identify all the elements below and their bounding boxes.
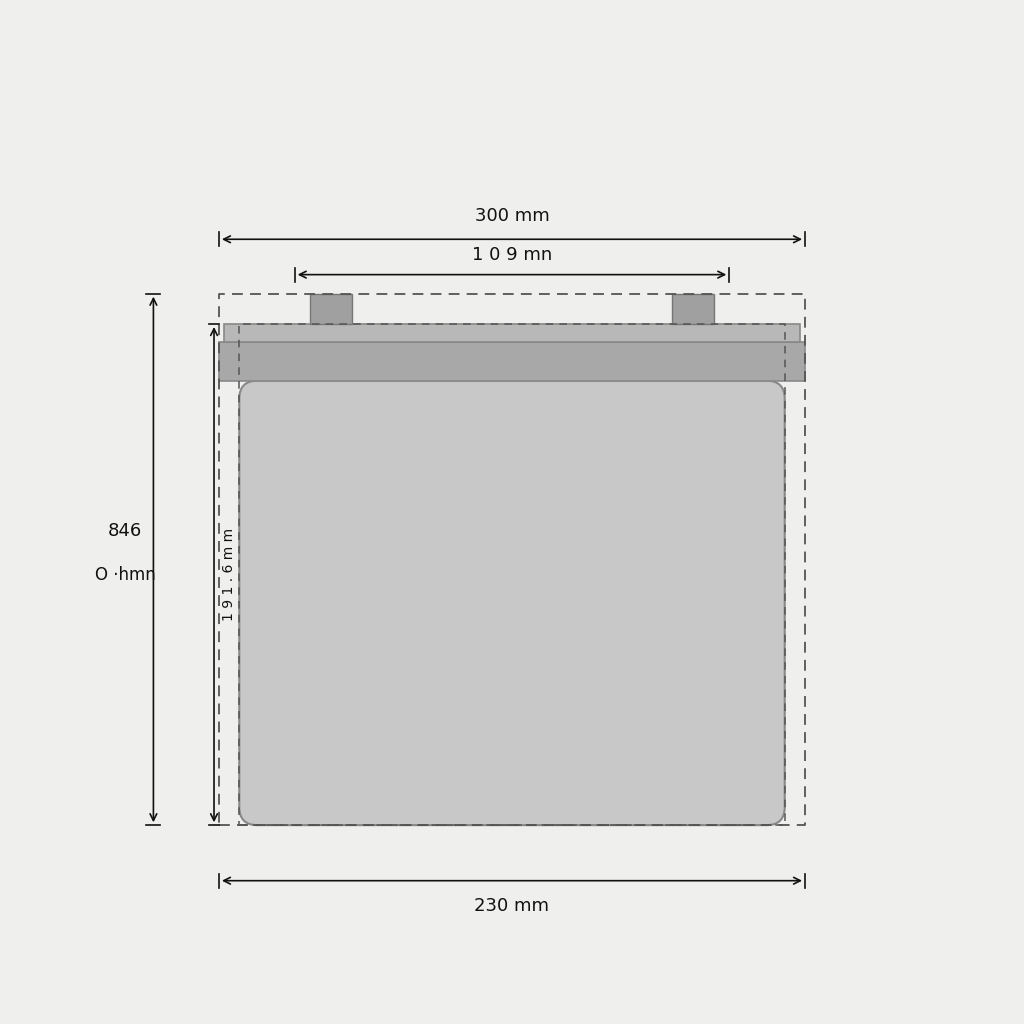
FancyBboxPatch shape	[240, 381, 784, 825]
Text: 230 mm: 230 mm	[474, 897, 550, 914]
Text: O ·hmn: O ·hmn	[95, 565, 156, 584]
Text: 300 mm: 300 mm	[475, 207, 549, 225]
Text: 1 0 9 mn: 1 0 9 mn	[472, 246, 552, 263]
Bar	[224, 325, 800, 342]
Bar	[310, 294, 352, 325]
Text: 846: 846	[108, 522, 142, 541]
Bar	[672, 294, 714, 325]
Text: 1 9 1 . 6 m m: 1 9 1 . 6 m m	[222, 528, 237, 622]
Bar	[219, 342, 805, 381]
